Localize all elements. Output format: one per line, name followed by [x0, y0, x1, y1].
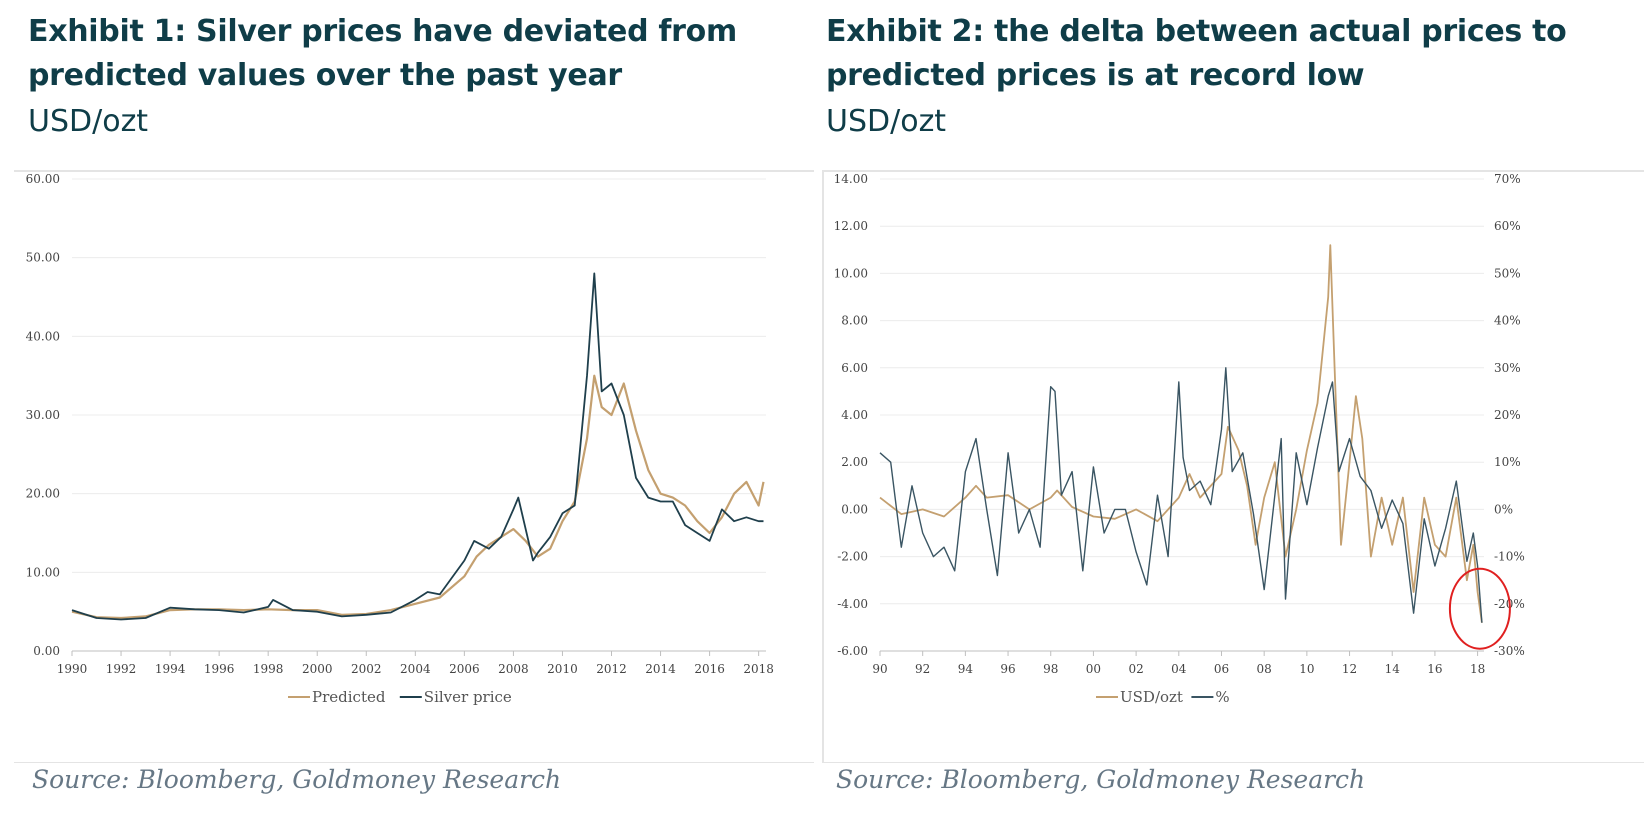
y2-tick-label: 20%	[1494, 408, 1521, 422]
x-tick-label: 00	[1086, 662, 1101, 676]
x-tick-label: 1996	[204, 662, 235, 676]
x-tick-label: 04	[1171, 662, 1187, 676]
y2-tick-label: 70%	[1494, 172, 1521, 186]
series-line-2	[879, 367, 1483, 623]
x-tick-label: 02	[1128, 662, 1143, 676]
legend-label: Predicted	[312, 688, 386, 706]
x-tick-label: 2018	[743, 662, 774, 676]
x-tick-label: 08	[1257, 662, 1272, 676]
y2-tick-label: 60%	[1494, 219, 1521, 233]
y-tick-label: 6.00	[841, 361, 868, 375]
y-tick-label: 8.00	[841, 314, 868, 328]
y-tick-label: -2.00	[837, 550, 868, 564]
x-tick-label: 14	[1385, 662, 1401, 676]
y2-tick-label: 30%	[1494, 361, 1521, 375]
exhibit-2-title: Exhibit 2: the delta between actual pric…	[826, 14, 1567, 93]
x-tick-label: 1994	[155, 662, 186, 676]
y-tick-label: 20.00	[26, 487, 60, 501]
x-tick-label: 98	[1043, 662, 1058, 676]
x-tick-label: 18	[1470, 662, 1485, 676]
y-tick-label: -4.00	[837, 597, 868, 611]
highlight-circle	[1448, 567, 1511, 650]
x-tick-label: 2010	[547, 662, 578, 676]
y-tick-label: 0.00	[841, 502, 868, 516]
y-tick-label: 12.00	[834, 219, 868, 233]
y2-tick-label: -30%	[1494, 644, 1525, 658]
legend-label: USD/ozt	[1120, 688, 1183, 706]
exhibit-1-chart: 0.00 10.00 20.00 30.00 40.00 50.00 60.00 1990 19…	[14, 170, 814, 763]
x-tick-label: 2012	[596, 662, 627, 676]
series-line-2	[71, 272, 764, 621]
x-tick-label: 96	[1000, 662, 1015, 676]
y-tick-label: 50.00	[26, 251, 60, 265]
y2-tick-label: 10%	[1494, 455, 1521, 469]
exhibit-2-panel: Exhibit 2: the delta between actual pric…	[822, 0, 1644, 828]
y-tick-label: 10.00	[26, 565, 60, 579]
x-tick-label: 94	[958, 662, 974, 676]
x-tick-label: 1990	[57, 662, 88, 676]
legend-label: Silver price	[424, 688, 512, 706]
y-tick-label: 30.00	[26, 408, 60, 422]
x-tick-label: 2000	[302, 662, 333, 676]
x-tick-label: 16	[1427, 662, 1442, 676]
series-line-1	[879, 244, 1483, 623]
y-tick-label: 40.00	[26, 329, 60, 343]
x-tick-label: 2014	[645, 662, 676, 676]
y2-tick-label: 0%	[1494, 502, 1513, 516]
exhibit-2-chart: -6.00 -4.00 -2.00 0.00 2.00 4.00 6.00 8.00 10.00…	[822, 170, 1644, 763]
x-tick-label: 2004	[400, 662, 431, 676]
exhibit-1-subtitle: USD/ozt	[28, 104, 149, 139]
legend-label: %	[1215, 688, 1229, 706]
y2-tick-label: 50%	[1494, 266, 1521, 280]
x-tick-label: 1998	[253, 662, 284, 676]
exhibit-1-panel: Exhibit 1: Silver prices have deviated f…	[14, 14, 814, 794]
x-tick-label: 2006	[449, 662, 480, 676]
y-tick-label: -6.00	[837, 644, 868, 658]
y-tick-label: 14.00	[834, 172, 868, 186]
exhibit-1-svg: 0.00 10.00 20.00 30.00 40.00 50.00 60.00 1990 19…	[26, 172, 774, 706]
y-tick-label: 4.00	[841, 408, 868, 422]
x-tick-label: 92	[915, 662, 930, 676]
x-tick-label: 1992	[106, 662, 137, 676]
x-tick-label: 2016	[694, 662, 725, 676]
y2-tick-label: -10%	[1494, 550, 1525, 564]
y-tick-label: 0.00	[33, 644, 60, 658]
series-line-1	[71, 374, 765, 620]
y-tick-label: 2.00	[841, 455, 868, 469]
x-tick-label: 06	[1214, 662, 1229, 676]
x-tick-label: 2008	[498, 662, 529, 676]
y2-tick-label: 40%	[1494, 314, 1521, 328]
exhibit-2-source: Source: Bloomberg, Goldmoney Research	[836, 765, 1366, 794]
exhibit-2-svg: -6.00 -4.00 -2.00 0.00 2.00 4.00 6.00 8.00 10.00…	[834, 172, 1525, 706]
y-tick-label: 60.00	[26, 172, 60, 186]
x-tick-label: 90	[872, 662, 887, 676]
exhibit-1-source: Source: Bloomberg, Goldmoney Research	[32, 765, 562, 794]
x-tick-label: 2002	[351, 662, 382, 676]
exhibit-2-subtitle: USD/ozt	[826, 104, 947, 139]
x-tick-label: 12	[1342, 662, 1357, 676]
y-tick-label: 10.00	[834, 266, 868, 280]
x-tick-label: 10	[1299, 662, 1314, 676]
exhibit-1-title: Exhibit 1: Silver prices have deviated f…	[28, 14, 737, 93]
